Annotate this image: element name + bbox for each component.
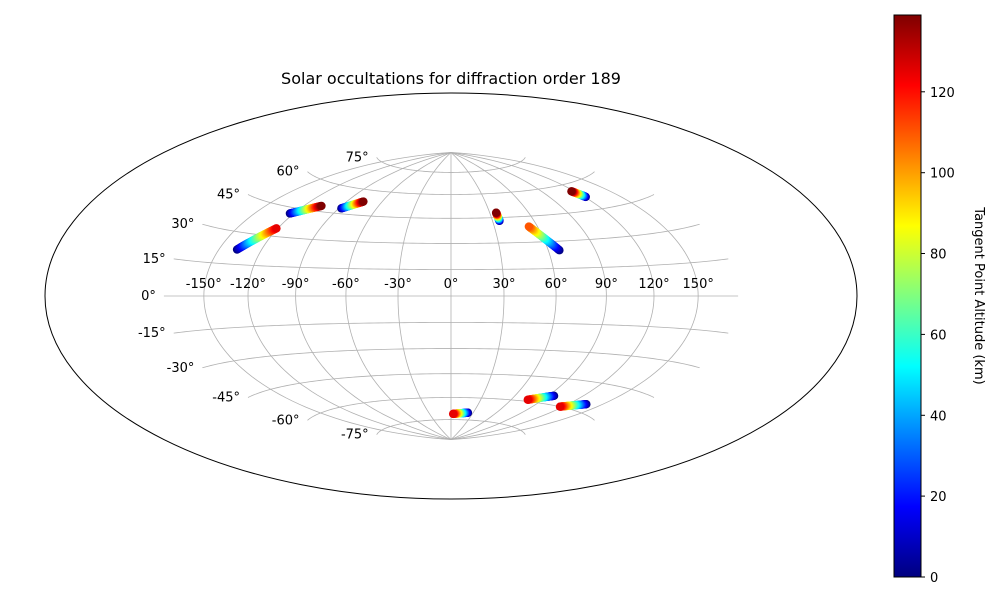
occultation-track [448,408,473,419]
latitude-tick-label: 60° [276,165,299,180]
parallel-line [202,223,700,244]
parallel-line [247,373,655,398]
map-tick-labels: -150° -120° -90° -60° -30° 0° 30° 60° 90° 120° 150… [138,150,714,442]
parallel-line [173,322,729,334]
colorbar-tick-label: 0 [930,571,938,586]
longitude-tick-label: -150° [186,277,222,292]
track-point [491,208,501,217]
parallel-line [376,157,526,173]
parallel-line [173,258,729,270]
map-grid [163,152,739,440]
latitude-tick-label: 30° [171,217,194,232]
longitude-tick-label: 120° [638,277,669,292]
chart-title: Solar occultations for diffraction order… [281,69,621,88]
longitude-tick-label: 90° [595,277,618,292]
colorbar [893,14,922,578]
occultation-track [523,391,559,404]
track-point [524,222,534,231]
track-point [317,201,326,211]
track-point [523,395,532,404]
longitude-tick-label: 60° [545,277,568,292]
occultation-tracks [232,187,591,419]
track-point [567,187,576,196]
track-point [555,402,565,411]
latitude-tick-label: 15° [143,252,166,267]
parallel-line [202,348,700,369]
longitude-tick-label: -120° [230,277,266,292]
longitude-tick-label: -90° [282,277,310,292]
longitude-tick-label: -60° [332,277,360,292]
latitude-tick-label: 0° [141,289,156,304]
longitude-tick-label: -30° [384,277,412,292]
track-point [359,197,368,206]
occultation-track [555,400,591,411]
map-boundary [44,92,858,500]
longitude-tick-label: 30° [492,277,515,292]
colorbar-tick-label: 120 [930,86,955,101]
parallel-line [307,171,595,195]
colorbar-tick-label: 80 [930,248,947,263]
latitude-tick-label: -60° [272,413,300,428]
occultation-track [491,208,504,226]
colorbar-ticks: 0 20 40 60 80 100 120 [921,86,955,586]
occultation-track [285,201,326,218]
colorbar-tick-label: 100 [930,167,955,182]
track-point [272,224,281,233]
latitude-tick-label: -15° [138,326,166,341]
occultation-track [567,187,590,202]
longitude-tick-label: 0° [444,277,459,292]
colorbar-tick-label: 20 [930,490,947,505]
parallel-line [376,419,526,435]
colorbar-label: Tangent Point Altitude (km) [971,206,986,384]
latitude-tick-label: -75° [341,428,369,443]
colorbar-tick-label: 60 [930,328,947,343]
latitude-tick-label: -45° [212,391,240,406]
occultation-track [337,197,368,213]
latitude-tick-label: 75° [346,150,369,165]
colorbar-tick-label: 40 [930,409,947,424]
longitude-tick-label: 150° [683,277,714,292]
track-point [448,409,458,419]
occultation-track [232,224,281,254]
occultation-track [524,222,564,255]
latitude-tick-label: 45° [217,188,240,203]
latitude-tick-label: -30° [167,361,195,376]
